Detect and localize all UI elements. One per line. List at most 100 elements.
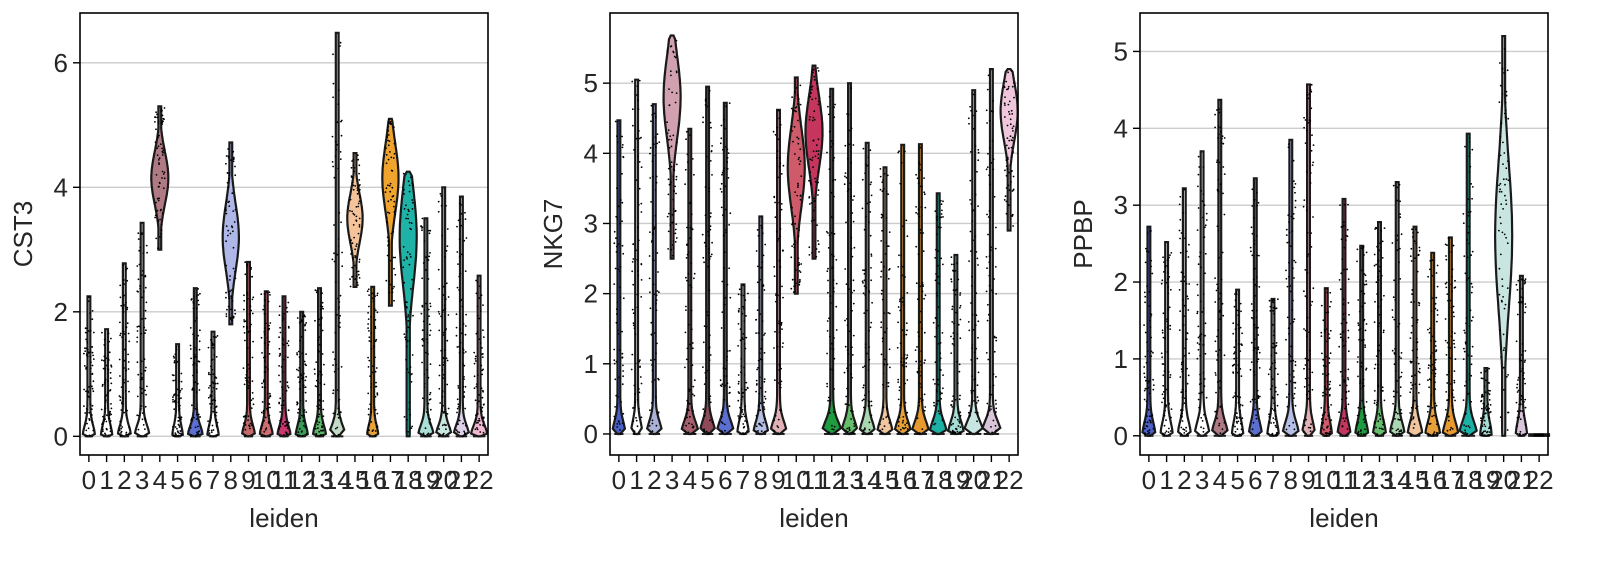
strip-points-11 [1338, 203, 1350, 437]
x-tick-label: 19 [411, 465, 440, 495]
violin-20 [435, 186, 453, 438]
x-tick-label: 14 [1383, 465, 1412, 495]
violin-1 [1159, 241, 1174, 437]
x-tick-label: 19 [1471, 465, 1500, 495]
x-tick-label: 4 [1213, 465, 1227, 495]
violin-20 [1493, 35, 1514, 437]
strip-points-5 [701, 90, 714, 435]
x-tick-label: 15 [340, 465, 369, 495]
violin-8 [1281, 138, 1300, 437]
violin-1 [630, 78, 643, 436]
strip-points-9 [772, 109, 785, 434]
violin-4 [680, 127, 700, 436]
x-tick-label: 14 [853, 465, 882, 495]
strip-points-13 [313, 289, 326, 437]
violin-15 [876, 166, 894, 436]
strip-points-2 [648, 104, 661, 433]
y-tick-label: 0 [54, 421, 68, 451]
strip-points-8 [224, 148, 237, 322]
x-tick-label: 16 [1418, 465, 1447, 495]
violin-10 [1319, 287, 1333, 437]
violin-6 [186, 287, 204, 438]
y-axis-label: PPBP [1068, 199, 1098, 268]
violin-21 [1514, 274, 1529, 437]
x-tick-label: 1 [99, 465, 113, 495]
x-tick-label: 10 [252, 465, 281, 495]
x-tick-label: 3 [135, 465, 149, 495]
strip-points-1 [630, 79, 643, 435]
x-tick-label: 5 [1230, 465, 1244, 495]
strip-points-18 [1462, 137, 1474, 436]
strip-points-6 [719, 102, 732, 435]
violin-5 [699, 85, 716, 436]
y-tick-label: 0 [584, 419, 598, 449]
y-tick-label: 6 [54, 48, 68, 78]
x-tick-label: 18 [394, 465, 423, 495]
x-tick-label: 17 [906, 465, 935, 495]
x-tick-label: 12 [287, 465, 316, 495]
y-tick-label: 5 [584, 68, 598, 98]
x-axis-label: leiden [779, 503, 848, 533]
strip-points-3 [136, 232, 149, 437]
violin-2 [1176, 187, 1192, 437]
violin-0 [611, 119, 627, 436]
violin-9 [240, 260, 257, 438]
violin-14 [328, 31, 346, 438]
strip-points-22 [1533, 433, 1545, 437]
strip-points-20 [437, 192, 450, 437]
strip-points-7 [1267, 298, 1279, 437]
x-tick-label: 8 [224, 465, 238, 495]
x-tick-label: 22 [995, 465, 1024, 495]
violin-17 [1441, 236, 1460, 437]
x-tick-label: 11 [801, 465, 828, 495]
strip-points-15 [879, 168, 891, 435]
violin-0 [81, 295, 96, 438]
strip-points-18 [932, 199, 944, 426]
x-tick-label: 12 [817, 465, 846, 495]
x-tick-label: 8 [1284, 465, 1298, 495]
x-tick-label: 0 [1142, 465, 1156, 495]
y-axis-label: CST3 [8, 201, 38, 267]
strip-points-14 [1391, 183, 1403, 437]
y-tick-label: 2 [54, 297, 68, 327]
strip-points-15 [1409, 228, 1421, 437]
strip-points-17 [384, 118, 397, 302]
x-tick-label: 22 [465, 465, 494, 495]
strip-points-18 [402, 172, 414, 433]
strip-points-21 [1515, 278, 1527, 437]
violin-13 [1371, 221, 1387, 437]
strip-points-22 [473, 279, 485, 434]
y-tick-label: 1 [584, 349, 598, 379]
strip-points-15 [349, 154, 361, 288]
strip-points-10 [790, 84, 803, 294]
strip-points-13 [1373, 226, 1386, 437]
strip-points-1 [1160, 252, 1173, 437]
violin-17 [381, 117, 400, 307]
violin-6 [716, 101, 735, 436]
strip-points-21 [455, 202, 468, 438]
violin-4 [150, 105, 170, 251]
strip-points-12 [825, 95, 838, 434]
strip-points-20 [1498, 48, 1510, 431]
x-tick-label: 21 [447, 465, 476, 495]
x-tick-label: 1 [1159, 465, 1173, 495]
x-tick-label: 3 [1195, 465, 1209, 495]
strip-points-11 [808, 67, 820, 258]
strip-points-0 [1143, 230, 1155, 437]
violin-9 [769, 108, 788, 436]
x-tick-label: 8 [754, 465, 768, 495]
x-tick-label: 6 [188, 465, 202, 495]
strip-points-8 [754, 224, 767, 433]
x-tick-label: 11 [1331, 465, 1358, 495]
x-tick-label: 5 [700, 465, 714, 495]
strip-points-19 [420, 217, 432, 437]
violin-14 [1389, 181, 1406, 437]
violin-10 [258, 290, 274, 438]
strip-points-14 [331, 41, 344, 438]
strip-points-16 [896, 150, 909, 435]
strip-points-9 [1302, 83, 1315, 433]
strip-points-1 [100, 331, 113, 437]
violin-19 [417, 217, 435, 438]
